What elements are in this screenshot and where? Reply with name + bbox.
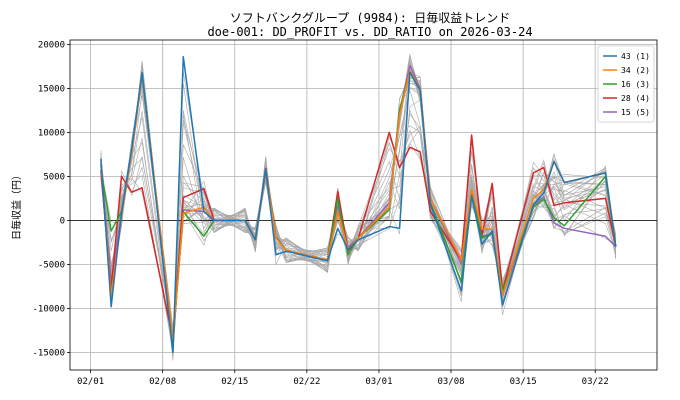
x-tick-label-4: 03/01 (365, 377, 392, 387)
x-tick-label-6: 03/15 (510, 377, 537, 387)
x-tick-label-2: 02/15 (221, 377, 248, 387)
x-tick-label-5: 03/08 (437, 377, 464, 387)
x-tick-label-1: 02/08 (149, 377, 176, 387)
x-axis: 02/01 02/08 02/15 02/22 03/01 03/08 03/15 03/22 (77, 370, 609, 387)
legend: 43 (1) 34 (2) 16 (3) 28 (4) 15 (5) (597, 45, 655, 123)
x-tick-label-0: 02/01 (77, 377, 104, 387)
legend-label-3: 28 (4) (621, 94, 650, 103)
y-tick-label-0: -15000 (32, 348, 65, 358)
series-lines (100, 55, 617, 354)
plot-frame (69, 39, 658, 371)
y-axis: -15000 -10000 -5000 0 5000 10000 15000 20000 (32, 40, 70, 358)
legend-box (597, 45, 655, 123)
series-line-0 (100, 55, 617, 354)
x-tick-label-3: 02/22 (293, 377, 320, 387)
legend-label-2: 16 (3) (621, 80, 650, 89)
y-tick-label-3: 0 (60, 216, 65, 226)
chart-title: ソフトバンクグループ (9984): 日毎収益トレンド (230, 10, 510, 25)
chart-subtitle: doe-001: DD_PROFIT vs. DD_RATIO on 2026-… (207, 25, 532, 39)
y-tick-label-5: 10000 (38, 128, 65, 138)
y-tick-label-4: 5000 (43, 172, 65, 182)
legend-label-4: 15 (5) (621, 108, 650, 117)
y-tick-label-1: -10000 (32, 304, 65, 314)
y-tick-label-6: 15000 (38, 84, 65, 94)
y-tick-label-7: 20000 (38, 40, 65, 50)
y-tick-label-2: -5000 (38, 260, 65, 270)
legend-label-0: 43 (1) (621, 52, 650, 61)
legend-label-1: 34 (2) (621, 66, 650, 75)
x-tick-label-7: 03/22 (582, 377, 609, 387)
y-axis-label: 日毎収益（円） (10, 170, 23, 240)
